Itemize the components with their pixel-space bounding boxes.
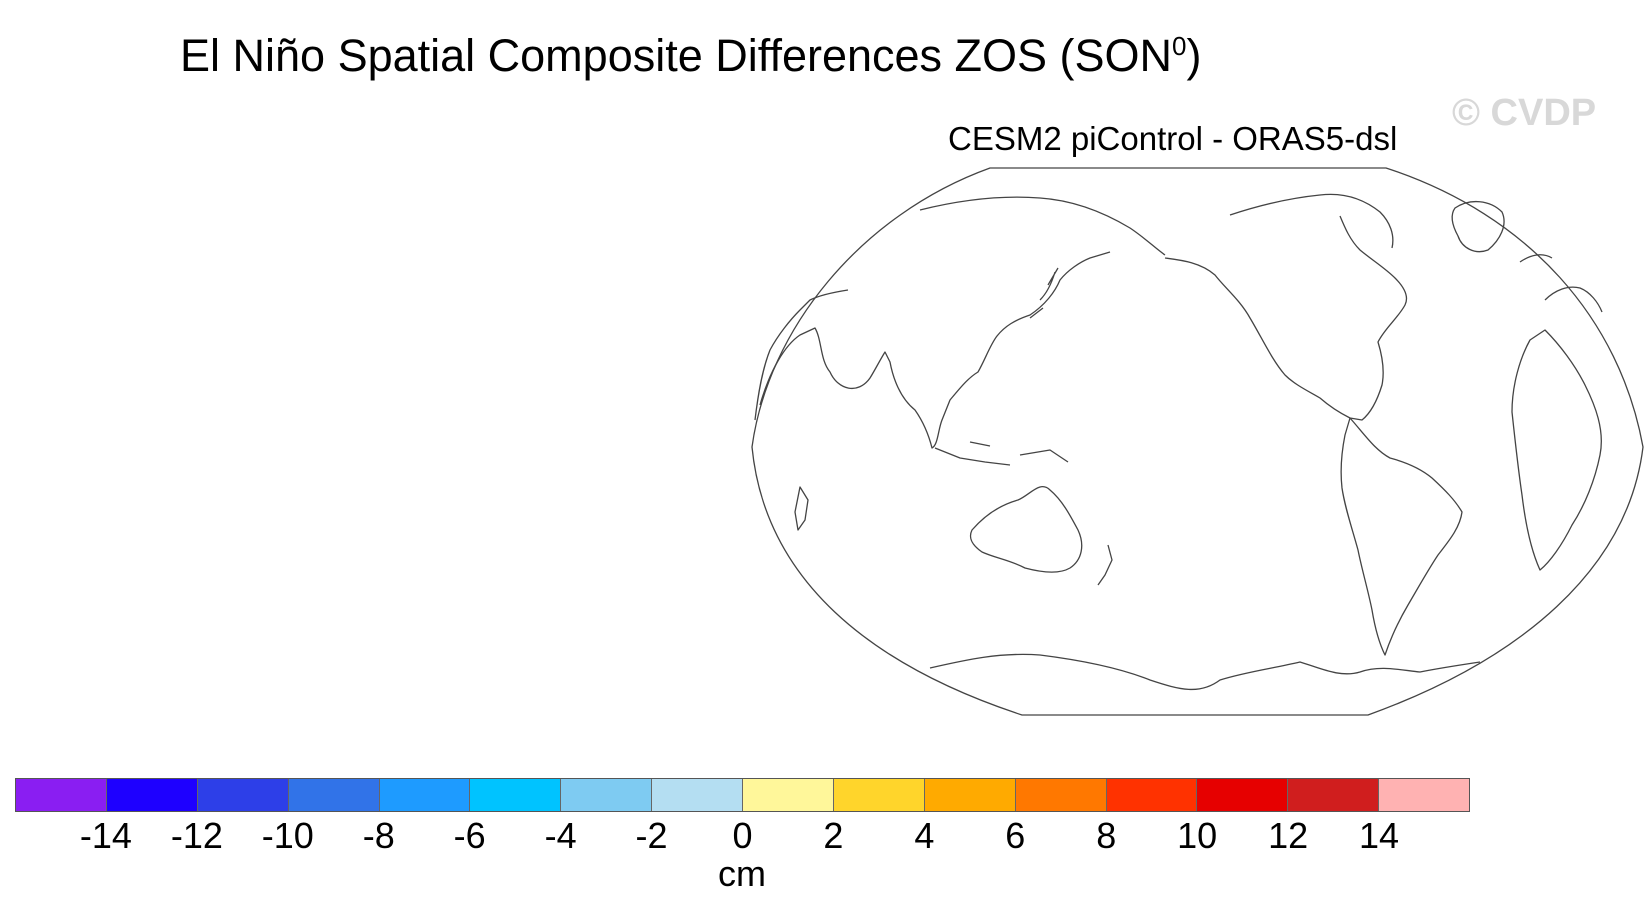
coast-north-america <box>1164 215 1408 421</box>
colorbar-tick-label: 8 <box>1096 815 1117 856</box>
colorbar-box <box>288 779 380 811</box>
colorbar-box <box>1288 779 1380 811</box>
coast-antarctica <box>929 653 1481 691</box>
colorbar-box <box>16 779 107 811</box>
coast-greenland <box>1451 201 1505 253</box>
colorbar-tick-label: -2 <box>635 815 668 856</box>
coast-europe <box>754 289 849 421</box>
coast-indonesia <box>934 441 1069 466</box>
coast-asia <box>759 251 1111 449</box>
coast-africa <box>1511 329 1602 571</box>
colorbar-tick-label: -12 <box>170 815 223 856</box>
colorbar-tick-label: -8 <box>362 815 395 856</box>
colorbar-box <box>652 779 743 811</box>
coast-new-zealand <box>1097 544 1113 586</box>
colorbar-tick-label: -4 <box>544 815 577 856</box>
title-superscript: 0 <box>1172 31 1187 61</box>
cvdp-watermark: © CVDP <box>1452 92 1597 134</box>
colorbar-tick-label: 6 <box>1005 815 1026 856</box>
colorbar-tick-label: 14 <box>1359 815 1400 856</box>
coast-japan <box>1029 267 1059 319</box>
map-frame <box>751 167 1644 716</box>
colorbar-tick-label: 10 <box>1177 815 1218 856</box>
colorbar-box <box>1379 779 1469 811</box>
colorbar-box <box>1015 779 1107 811</box>
colorbar-box <box>561 779 653 811</box>
colorbar-unit-label: cm <box>718 853 766 894</box>
title-close: ) <box>1186 30 1202 81</box>
map-subtitle: CESM2 piControl - ORAS5-dsl <box>948 120 1398 157</box>
coast-canada-arctic <box>1229 193 1394 249</box>
colorbar-tick-label: 0 <box>732 815 753 856</box>
coast-siberia <box>919 196 1166 256</box>
colorbar-tick-label: -14 <box>79 815 132 856</box>
colorbar-box <box>833 779 925 811</box>
coast-australia <box>969 486 1083 573</box>
colorbar-tick-label: 2 <box>823 815 844 856</box>
coast-europe-east <box>1519 254 1603 313</box>
colorbar-tick-label: 12 <box>1268 815 1309 856</box>
colorbar-tick-label: 4 <box>914 815 935 856</box>
colorbar-box <box>470 779 562 811</box>
colorbar-box <box>743 779 834 811</box>
colorbar-tick-label: -6 <box>453 815 486 856</box>
colorbar-box <box>924 779 1016 811</box>
coast-south-america <box>1340 417 1463 656</box>
colorbar <box>15 778 1470 812</box>
map-title: El Niño Spatial Composite Differences ZO… <box>180 30 1202 82</box>
colorbar-box <box>1197 779 1289 811</box>
colorbar-box <box>1106 779 1198 811</box>
title-main: El Niño Spatial Composite Differences ZO… <box>180 30 1173 81</box>
colorbar-box <box>197 779 289 811</box>
colorbar-box <box>379 779 471 811</box>
colorbar-tick-label: -10 <box>261 815 314 856</box>
coast-madagascar <box>794 486 809 531</box>
colorbar-box <box>106 779 198 811</box>
